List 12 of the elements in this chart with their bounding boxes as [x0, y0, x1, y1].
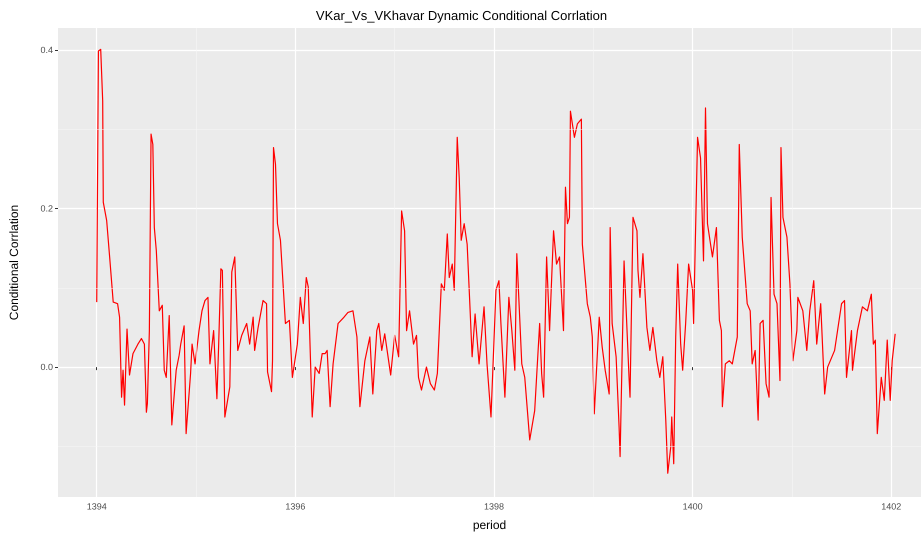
x-tick-label: 1398 [484, 502, 504, 512]
y-tick-label: 0.4 [40, 45, 53, 56]
x-tick-label: 1400 [682, 502, 703, 512]
y-tick-label: 0.2 [40, 204, 53, 214]
x-tick-label: 1402 [881, 502, 902, 512]
x-tick-label: 1394 [86, 502, 107, 512]
x-tick-label: 1396 [285, 502, 306, 512]
line-series [96, 48, 896, 474]
chart-title: VKar_Vs_VKhavar Dynamic Conditional Corrlation [316, 8, 608, 23]
y-tick-label: 0.0 [40, 362, 53, 372]
x-axis-title: period [472, 518, 506, 532]
y-axis-title: Conditional Corrlation [7, 204, 21, 320]
